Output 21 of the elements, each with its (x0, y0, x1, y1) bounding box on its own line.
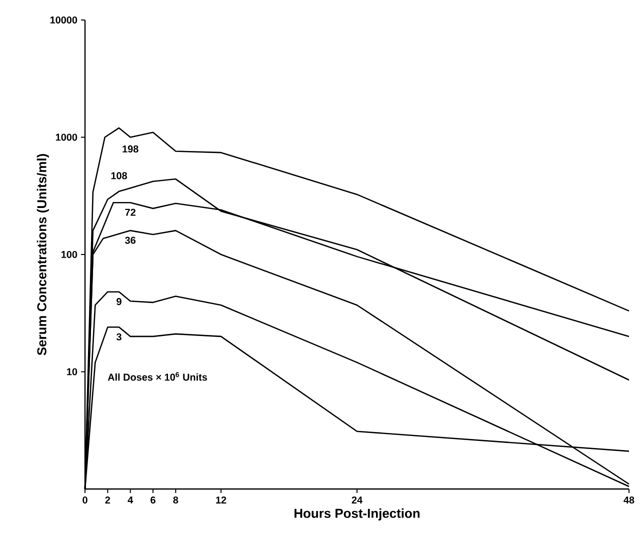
y-tick-label: 10000 (50, 16, 78, 24)
x-tick-label: 0 (82, 496, 88, 504)
x-tick-label: 2 (105, 496, 110, 504)
series-label: 198 (122, 145, 138, 152)
x-tick-label: 4 (128, 496, 134, 504)
series-label: 36 (125, 236, 136, 244)
y-axis-title: Serum Concentrations (Units/ml) (36, 154, 49, 356)
x-tick-label: 6 (150, 496, 156, 504)
x-tick-label: 48 (624, 496, 634, 504)
series-label: 72 (125, 208, 136, 216)
series-label: 3 (116, 333, 122, 340)
y-tick-label: 100 (61, 250, 78, 258)
series-label: 108 (111, 172, 128, 180)
annotation: All Doses × 10$^{6}$ Units (108, 372, 208, 381)
x-tick-label: 24 (352, 496, 362, 504)
x-tick-label: 12 (216, 496, 226, 504)
series-label: 9 (116, 298, 122, 306)
y-tick-label: 10 (67, 368, 78, 376)
y-tick-label: 1000 (56, 134, 78, 141)
x-tick-label: 8 (173, 496, 178, 504)
x-axis-title: Hours Post-Injection (294, 508, 420, 520)
